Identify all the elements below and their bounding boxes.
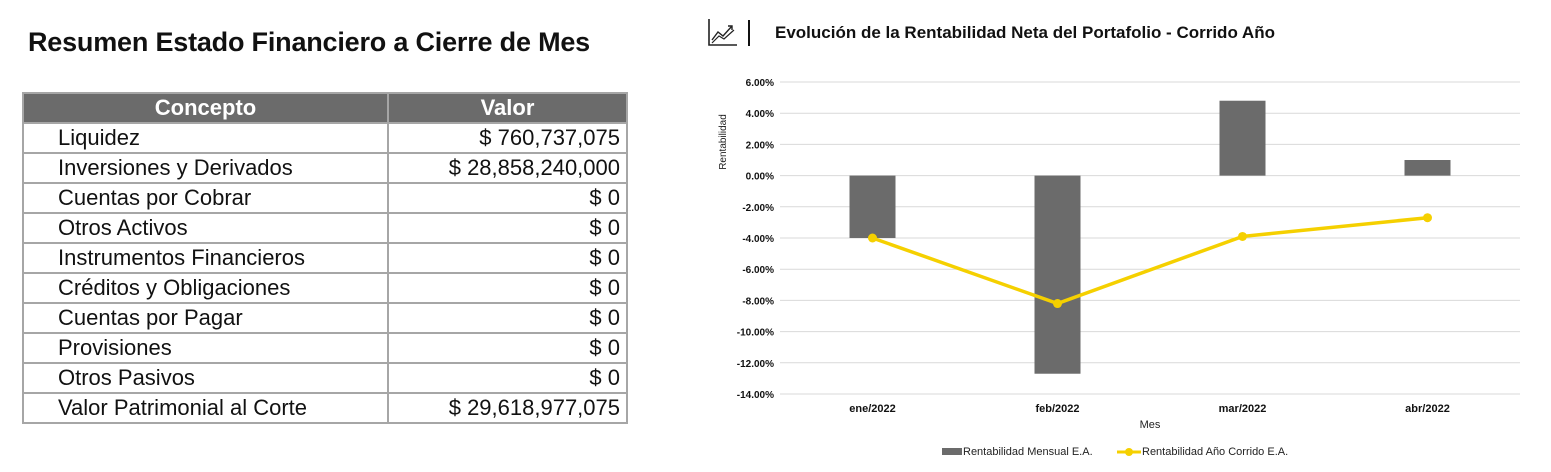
financial-summary-table: Concepto Valor Liquidez $ 760,737,075 In… <box>22 92 628 424</box>
line-point-abr/2022 <box>1423 213 1432 223</box>
summary-title: Resumen Estado Financiero a Cierre de Me… <box>28 27 590 57</box>
y-tick-label: 4.00% <box>746 109 774 120</box>
row-concepto: Cuentas por Cobrar <box>22 182 389 214</box>
x-axis-label: Mes <box>1140 419 1161 431</box>
table-row: Inversiones y Derivados $ 28,858,240,000 <box>22 152 628 184</box>
table-row: Créditos y Obligaciones $ 0 <box>22 272 628 304</box>
bar-mar/2022 <box>1219 100 1266 176</box>
x-tick-label: mar/2022 <box>1219 403 1267 415</box>
trend-chart-icon <box>708 18 738 46</box>
table-row: Otros Activos $ 0 <box>22 212 628 244</box>
legend-label-line: Rentabilidad Año Corrido E.A. <box>1142 446 1288 458</box>
x-tick-label: abr/2022 <box>1405 403 1450 415</box>
y-tick-label: -2.00% <box>742 203 774 214</box>
y-tick-label: 2.00% <box>746 140 774 151</box>
y-tick-label: -12.00% <box>737 359 774 370</box>
row-concepto: Provisiones <box>22 332 389 364</box>
row-valor: $ 0 <box>387 212 628 244</box>
row-concepto: Liquidez <box>22 122 389 154</box>
table-row: Cuentas por Cobrar $ 0 <box>22 182 628 214</box>
row-concepto: Otros Pasivos <box>22 362 389 394</box>
table-row: Valor Patrimonial al Corte $ 29,618,977,… <box>22 392 628 424</box>
y-tick-label: 0.00% <box>746 172 774 183</box>
header-separator <box>748 20 750 46</box>
row-valor: $ 760,737,075 <box>387 122 628 154</box>
row-valor: $ 0 <box>387 302 628 334</box>
y-axis-label: Rentabilidad <box>718 114 729 170</box>
legend-label-bar: Rentabilidad Mensual E.A. <box>963 446 1093 458</box>
profitability-chart: 6.00% 4.00% 2.00% 0.00% -2.00% -4.00% -6.00% -8… <box>718 78 1520 458</box>
column-header-valor: Valor <box>387 92 628 124</box>
row-concepto: Valor Patrimonial al Corte <box>22 392 389 424</box>
y-tick-label: -14.00% <box>737 390 774 401</box>
row-concepto: Inversiones y Derivados <box>22 152 389 184</box>
profitability-chart-panel: Evolución de la Rentabilidad Neta del Po… <box>700 0 1540 472</box>
row-concepto: Otros Activos <box>22 212 389 244</box>
y-tick-label: -4.00% <box>742 234 774 245</box>
x-tick-label: ene/2022 <box>849 403 895 415</box>
table-header-row: Concepto Valor <box>22 92 628 124</box>
y-tick-label: -8.00% <box>742 296 774 307</box>
table-row: Instrumentos Financieros $ 0 <box>22 242 628 274</box>
row-valor: $ 0 <box>387 362 628 394</box>
y-tick-label: 6.00% <box>746 78 774 89</box>
legend-swatch-marker <box>1125 448 1133 456</box>
column-header-concepto: Concepto <box>22 92 389 124</box>
line-point-mar/2022 <box>1238 231 1247 241</box>
financial-summary-panel: Resumen Estado Financiero a Cierre de Me… <box>22 0 632 472</box>
x-tick-label: feb/2022 <box>1035 403 1079 415</box>
row-valor: $ 0 <box>387 332 628 364</box>
row-valor: $ 0 <box>387 242 628 274</box>
table-row: Otros Pasivos $ 0 <box>22 362 628 394</box>
table-row: Liquidez $ 760,737,075 <box>22 122 628 154</box>
row-valor: $ 0 <box>387 182 628 214</box>
row-valor: $ 29,618,977,075 <box>387 392 628 424</box>
row-concepto: Créditos y Obligaciones <box>22 272 389 304</box>
row-valor: $ 28,858,240,000 <box>387 152 628 184</box>
line-point-ene/2022 <box>868 233 877 243</box>
line-series <box>871 215 1428 306</box>
bar-ene/2022 <box>849 175 896 238</box>
table-row: Cuentas por Pagar $ 0 <box>22 302 628 334</box>
y-tick-label: -6.00% <box>742 265 774 276</box>
chart-title: Evolución de la Rentabilidad Neta del Po… <box>775 23 1275 42</box>
row-valor: $ 0 <box>387 272 628 304</box>
bar-feb/2022 <box>1034 175 1081 374</box>
bar-abr/2022 <box>1404 160 1451 176</box>
table-row: Provisiones $ 0 <box>22 332 628 364</box>
row-concepto: Cuentas por Pagar <box>22 302 389 334</box>
row-concepto: Instrumentos Financieros <box>22 242 389 274</box>
y-tick-label: -10.00% <box>737 328 774 339</box>
legend-swatch-bar <box>942 448 962 455</box>
line-point-feb/2022 <box>1053 299 1062 309</box>
